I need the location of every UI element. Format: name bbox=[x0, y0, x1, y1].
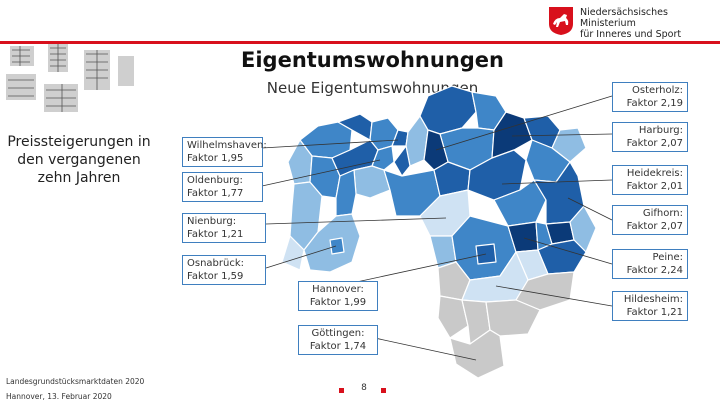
building-sketch-image bbox=[0, 44, 140, 120]
leader-line-hannover bbox=[337, 253, 487, 287]
label-heidekreis: Heidekreis: Faktor 2,01 bbox=[612, 165, 688, 195]
footer-place-date: Hannover, 13. Februar 2020 bbox=[6, 392, 112, 401]
label-hannover-value: Faktor 1,99 bbox=[309, 297, 367, 308]
label-gifhorn-name: Gifhorn: bbox=[642, 208, 683, 219]
label-heidekreis-value: Faktor 2,01 bbox=[626, 181, 683, 192]
label-osnabrueck-value: Faktor 1,59 bbox=[187, 271, 244, 282]
label-goettingen-name: Göttingen: bbox=[311, 328, 365, 339]
leader-line-nienburg bbox=[265, 217, 447, 225]
header-divider bbox=[0, 41, 720, 44]
label-gifhorn: Gifhorn: Faktor 2,07 bbox=[612, 205, 688, 235]
slide-subtitle: Neue Eigentumswohnungen bbox=[266, 79, 479, 97]
label-osnabrueck-name: Osnabrück: bbox=[187, 258, 245, 269]
slide-title: Eigentumswohnungen bbox=[241, 48, 504, 72]
label-wilhelmshaven-value: Faktor 1,95 bbox=[187, 153, 244, 164]
label-oldenburg-value: Faktor 1,77 bbox=[187, 188, 244, 199]
label-osterholz-name: Osterholz: bbox=[632, 85, 683, 96]
label-wilhelmshaven: Wilhelmshaven: Faktor 1,95 bbox=[182, 137, 267, 167]
label-gifhorn-value: Faktor 2,07 bbox=[626, 221, 683, 232]
page-marker-left bbox=[339, 388, 344, 393]
page-number: 8 bbox=[361, 383, 367, 393]
leader-line-peine bbox=[523, 237, 613, 265]
label-osterholz: Osterholz: Faktor 2,19 bbox=[612, 82, 688, 112]
label-harburg-value: Faktor 2,07 bbox=[626, 138, 683, 149]
ministry-name-line2: für Inneres und Sport bbox=[580, 29, 682, 40]
map-region-osnabrueck-city bbox=[329, 237, 345, 255]
label-hildesheim: Hildesheim: Faktor 1,21 bbox=[612, 291, 688, 321]
side-caption: Preissteigerungen in den vergangenen zeh… bbox=[7, 134, 151, 186]
label-harburg: Harburg: Faktor 2,07 bbox=[612, 122, 688, 152]
label-peine: Peine: Faktor 2,24 bbox=[612, 249, 688, 279]
label-peine-value: Faktor 2,24 bbox=[626, 265, 683, 276]
map-region-heidekreis bbox=[467, 149, 527, 201]
map-region-delmenhorst bbox=[393, 145, 411, 177]
page-marker-right bbox=[381, 388, 386, 393]
label-hildesheim-name: Hildesheim: bbox=[623, 294, 683, 305]
leader-line-osnabrueck bbox=[265, 245, 337, 269]
ministry-name-line1: Niedersächsisches Ministerium bbox=[580, 7, 668, 29]
label-peine-name: Peine: bbox=[652, 252, 683, 263]
leader-line-wilhelmshaven bbox=[261, 139, 399, 149]
label-goettingen: Göttingen: Faktor 1,74 bbox=[298, 325, 378, 355]
label-osnabrueck: Osnabrück: Faktor 1,59 bbox=[182, 255, 266, 285]
leader-line-harburg bbox=[511, 133, 613, 137]
label-heidekreis-name: Heidekreis: bbox=[626, 168, 683, 179]
label-oldenburg-name: Oldenburg: bbox=[187, 175, 243, 186]
leader-line-oldenburg bbox=[261, 159, 381, 187]
label-hannover: Hannover: Faktor 1,99 bbox=[298, 281, 378, 311]
ministry-logo: Niedersächsisches Ministerium für Innere… bbox=[546, 4, 716, 40]
label-hildesheim-value: Faktor 1,21 bbox=[626, 307, 683, 318]
label-nienburg-name: Nienburg: bbox=[187, 216, 237, 227]
map-region-holzminden bbox=[437, 295, 469, 339]
label-harburg-name: Harburg: bbox=[638, 125, 683, 136]
map-region-helmstedt bbox=[569, 205, 597, 253]
lower-saxony-horse-emblem-icon bbox=[549, 7, 573, 35]
leader-line-osterholz bbox=[435, 95, 613, 151]
map-region-luechow bbox=[551, 127, 587, 163]
leader-line-gifhorn bbox=[567, 197, 613, 221]
label-nienburg: Nienburg: Faktor 1,21 bbox=[182, 213, 266, 243]
label-wilhelmshaven-name: Wilhelmshaven: bbox=[187, 140, 267, 151]
map-region-cuxhaven bbox=[419, 85, 477, 135]
leader-line-heidekreis bbox=[501, 179, 613, 185]
map-region-goettingen bbox=[449, 329, 505, 379]
footer-source: Landesgrundstücksmarktdaten 2020 bbox=[6, 377, 145, 386]
page-indicator: 8 bbox=[339, 383, 389, 395]
label-goettingen-value: Faktor 1,74 bbox=[309, 341, 367, 352]
label-hannover-name: Hannover: bbox=[312, 284, 364, 295]
label-nienburg-value: Faktor 1,21 bbox=[187, 229, 244, 240]
label-osterholz-value: Faktor 2,19 bbox=[626, 98, 683, 109]
leader-line-hildesheim bbox=[495, 285, 613, 307]
ministry-name: Niedersächsisches Ministerium für Innere… bbox=[580, 7, 716, 40]
label-oldenburg: Oldenburg: Faktor 1,77 bbox=[182, 172, 263, 202]
